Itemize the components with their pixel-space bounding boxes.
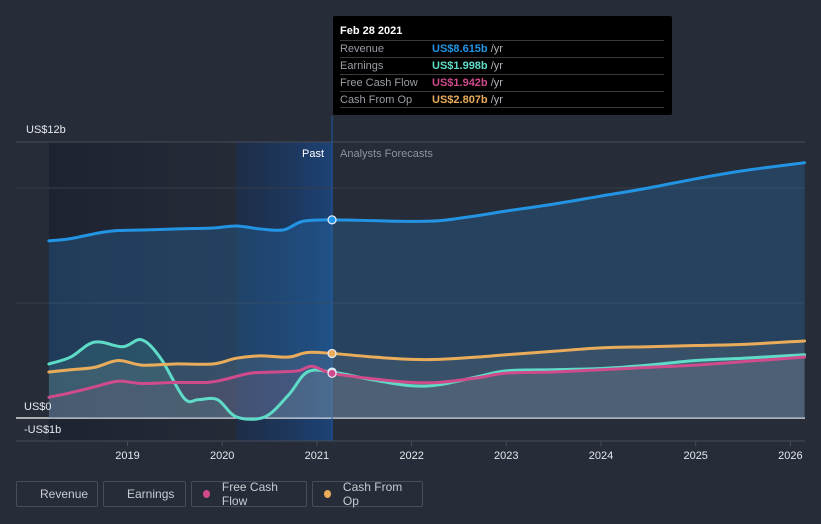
x-tick-label: 2021 bbox=[305, 450, 329, 462]
tooltip-date: Feb 28 2021 bbox=[340, 25, 403, 37]
area-free-cash-flow bbox=[48, 357, 805, 418]
legend-label: Revenue bbox=[40, 487, 89, 501]
legend-item-free-cash-flow[interactable]: Free Cash Flow bbox=[191, 480, 307, 508]
y-tick-label-bottom: -US$1b bbox=[24, 424, 61, 436]
y-tick-label-zero: US$0 bbox=[24, 401, 52, 413]
legend-label: Earnings bbox=[127, 487, 175, 501]
tooltip-label: Cash From Op bbox=[340, 94, 413, 106]
marker-revenue bbox=[327, 215, 337, 225]
tooltip-value: US$2.807b /yr bbox=[432, 94, 503, 106]
marker-free-cash-flow bbox=[327, 368, 337, 378]
free-cash-flow-dot-icon bbox=[203, 490, 210, 498]
legend-label: Cash From Op bbox=[342, 480, 403, 508]
cash-from-op-dot-icon bbox=[324, 490, 331, 498]
tooltip-row-revenue: Revenue US$8.615b /yr bbox=[340, 40, 664, 58]
tooltip-row-cash-from-op: Cash From Op US$2.807b /yr bbox=[340, 91, 664, 109]
legend-item-revenue[interactable]: Revenue bbox=[16, 481, 98, 507]
legend-item-earnings[interactable]: Earnings bbox=[103, 481, 186, 507]
legend: Revenue Earnings Free Cash Flow Cash Fro… bbox=[16, 480, 423, 509]
x-tick-label: 2026 bbox=[778, 450, 802, 462]
tooltip: Feb 28 2021 Revenue US$8.615b /yr Earnin… bbox=[333, 16, 672, 115]
tooltip-value: US$1.942b /yr bbox=[432, 77, 503, 89]
x-tick-label: 2020 bbox=[210, 450, 234, 462]
tooltip-label: Free Cash Flow bbox=[340, 77, 418, 89]
x-tick-label: 2023 bbox=[494, 450, 518, 462]
tooltip-value: US$8.615b /yr bbox=[432, 43, 503, 55]
x-tick-label: 2025 bbox=[683, 450, 707, 462]
legend-item-cash-from-op[interactable]: Cash From Op bbox=[312, 480, 423, 508]
legend-label: Free Cash Flow bbox=[221, 480, 278, 508]
x-tick-label: 2019 bbox=[115, 450, 139, 462]
past-highlight-region bbox=[236, 142, 333, 441]
past-label: Past bbox=[302, 148, 324, 160]
tooltip-value: US$1.998b /yr bbox=[432, 60, 503, 72]
tooltip-label: Earnings bbox=[340, 60, 384, 72]
forecast-label: Analysts Forecasts bbox=[340, 148, 433, 160]
x-tick-label: 2022 bbox=[399, 450, 423, 462]
tooltip-label: Revenue bbox=[340, 43, 385, 55]
area-earnings bbox=[48, 339, 805, 420]
x-tick-label: 2024 bbox=[589, 450, 613, 462]
tooltip-row-earnings: Earnings US$1.998b /yr bbox=[340, 57, 664, 75]
tooltip-divider bbox=[340, 107, 664, 108]
tooltip-row-free-cash-flow: Free Cash Flow US$1.942b /yr bbox=[340, 74, 664, 92]
area-cash-from-op bbox=[48, 340, 805, 418]
y-tick-label-top: US$12b bbox=[26, 124, 66, 136]
marker-cash-from-op bbox=[327, 348, 337, 359]
series-line-free-cash-flow bbox=[47, 355, 807, 399]
